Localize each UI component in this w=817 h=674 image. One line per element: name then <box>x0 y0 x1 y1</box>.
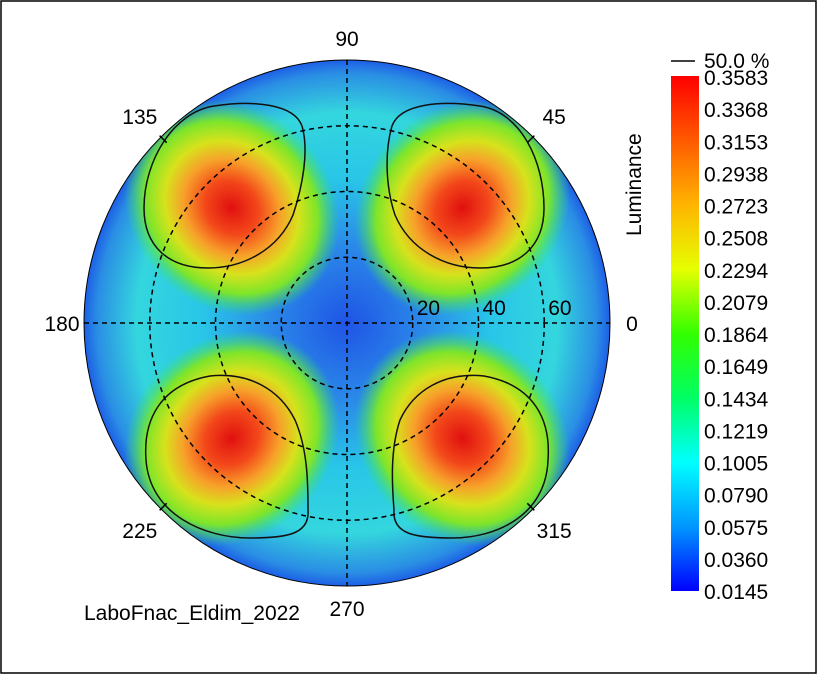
colorbar-tick-label: 0.2723 <box>704 196 768 219</box>
angle-label-90: 90 <box>335 28 358 51</box>
colorbar-title: Luminance <box>623 133 646 236</box>
angle-tick-225 <box>159 502 168 511</box>
colorbar-tick-label: 0.2079 <box>704 292 768 315</box>
colorbar-tick-label: 0.1005 <box>704 453 768 476</box>
radial-tick-label-60: 60 <box>548 297 571 320</box>
colorbar-tick-label: 0.2508 <box>704 228 768 251</box>
angle-label-225: 225 <box>122 520 157 543</box>
lobe-45 <box>354 99 571 316</box>
grid-circle-40 <box>214 190 480 456</box>
colorbar-tick-label: 0.1219 <box>704 420 768 443</box>
colorbar-tick-label: 0.1649 <box>704 356 768 379</box>
angle-label-180: 180 <box>44 313 79 336</box>
colorbar-tick-label: 0.2294 <box>704 260 769 283</box>
colorbar-labels: 0.3583 0.3368 0.3153 0.2938 0.2723 0.2508 0.22… <box>704 67 769 604</box>
angle-tick-45 <box>526 135 535 144</box>
polar-heatmap <box>84 60 610 586</box>
colorbar-tick-label: 0.3368 <box>704 99 768 122</box>
lobe-135 <box>123 99 340 316</box>
colorbar-tick-label: 0.3583 <box>704 67 768 90</box>
radial-tick-label-20: 20 <box>417 297 440 320</box>
footer-label: LaboFnac_Eldim_2022 <box>84 602 300 625</box>
contour-lobe-315 <box>391 374 550 539</box>
colorbar-tick-label: 0.2938 <box>704 163 768 186</box>
angle-tick-135 <box>159 135 168 144</box>
angle-tick-315 <box>526 502 535 511</box>
colorbar-tick-label: 0.0360 <box>704 549 768 572</box>
angle-label-45: 45 <box>543 106 566 129</box>
lobe-layer <box>123 99 571 547</box>
colorbar-tick-label: 0.1434 <box>704 388 769 411</box>
angle-labels: 0 45 90 135 180 225 270 315 <box>44 28 637 621</box>
colorbar-tick-label: 0.1864 <box>704 324 769 347</box>
angle-label-315: 315 <box>537 520 572 543</box>
colorbar-tick-label: 0.0790 <box>704 485 768 508</box>
colorbar-tick-label: 0.3153 <box>704 131 768 154</box>
contour-lobe-45 <box>386 102 545 269</box>
contour-lobe-225 <box>144 374 309 539</box>
contour-legend-label: 50.0 % <box>704 50 769 73</box>
radial-tick-label-40: 40 <box>483 297 506 320</box>
polar-grid <box>84 60 610 586</box>
colorbar-tick-label: 0.0145 <box>704 581 768 604</box>
angle-label-135: 135 <box>122 106 157 129</box>
contour-lobe-135 <box>143 102 306 269</box>
colorbar-tick-label: 0.0575 <box>704 517 768 540</box>
colorbar <box>671 76 699 591</box>
angle-label-270: 270 <box>329 598 364 621</box>
lobe-315 <box>354 330 571 547</box>
lobe-225 <box>123 330 340 547</box>
radial-tick-labels: 20 40 60 <box>417 297 572 320</box>
angle-label-0: 0 <box>626 313 638 336</box>
contour-lines <box>143 102 550 539</box>
